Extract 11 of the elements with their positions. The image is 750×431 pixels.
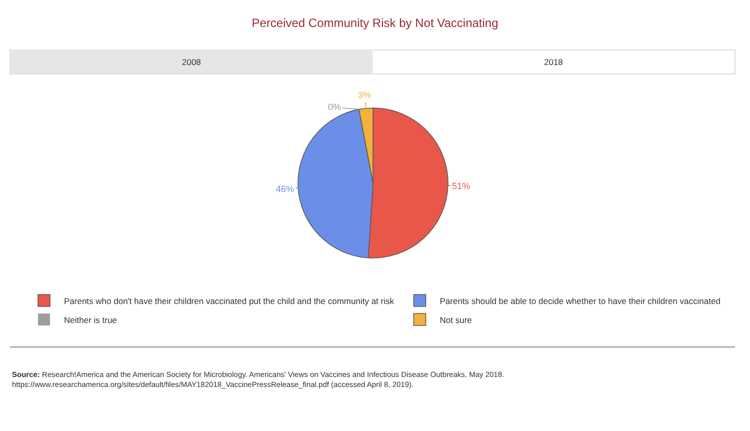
data-label: 46% [276,184,294,194]
legend-label: Parents should be able to decide whether to have their children vaccinated [440,296,721,306]
legend-label: Neither is true [64,314,118,325]
chart-title: Perceived Community Risk by Not Vaccinating [252,16,498,30]
legend-label: Parents who don't have their children vaccinated put the child and the community at risk [64,296,395,306]
legend-label: Not sure [440,314,472,325]
data-label: 51% [452,181,470,191]
text: 2008 [182,57,202,67]
text: 2018 [544,57,564,67]
data-label: 3% [358,90,372,100]
text: 0% [328,102,342,112]
